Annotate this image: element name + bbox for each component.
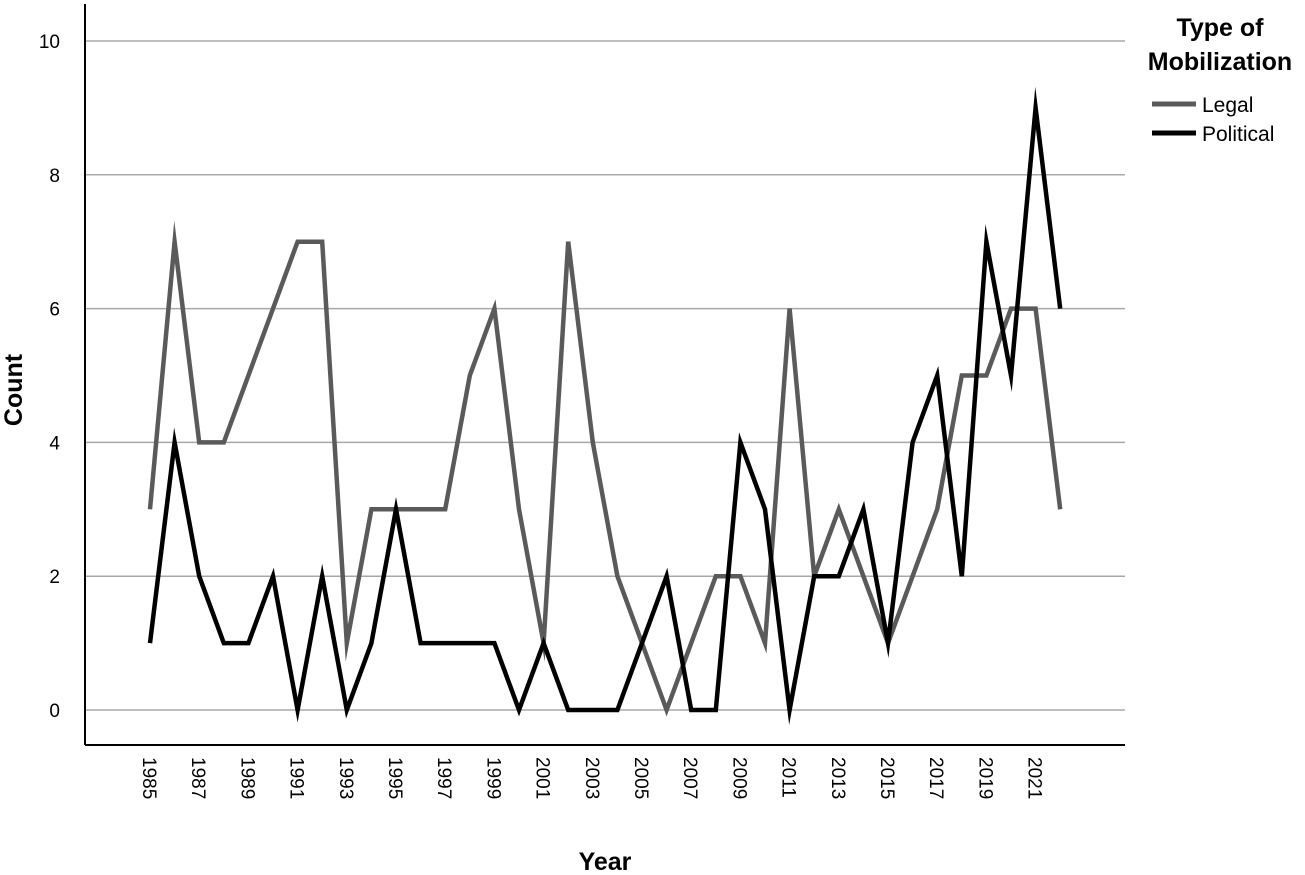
axes bbox=[84, 4, 1125, 746]
x-tick-label-2013: 2013 bbox=[827, 757, 848, 799]
x-tick-label-1989: 1989 bbox=[236, 757, 257, 799]
series-lines bbox=[147, 86, 1063, 725]
gridlines bbox=[85, 40, 1125, 711]
legend: Type of Mobilization Legal Political bbox=[1148, 14, 1292, 146]
series-line-legal bbox=[147, 220, 1063, 717]
x-tick-label-1991: 1991 bbox=[286, 757, 307, 799]
legend-items: Legal Political bbox=[1152, 94, 1274, 146]
x-tick-label-1993: 1993 bbox=[335, 757, 356, 799]
x-tick-label-2017: 2017 bbox=[925, 757, 946, 799]
x-tick-label-2005: 2005 bbox=[630, 757, 651, 799]
y-tick-label-6: 6 bbox=[49, 300, 60, 321]
series-line-political bbox=[147, 86, 1063, 725]
x-tick-label-2015: 2015 bbox=[876, 757, 897, 799]
x-tick-label-2007: 2007 bbox=[679, 757, 700, 799]
x-tick-label-1987: 1987 bbox=[187, 757, 208, 799]
legend-title-line-1: Type of bbox=[1176, 14, 1264, 42]
x-tick-label-2019: 2019 bbox=[974, 757, 995, 799]
x-tick-labels: 1985 1987 1989 1991 1993 1995 1997 1999 2001 2003… bbox=[138, 757, 1045, 799]
legend-title-line-2: Mobilization bbox=[1148, 48, 1292, 76]
legend-label-political: Political bbox=[1202, 123, 1274, 146]
y-tick-label-2: 2 bbox=[49, 567, 60, 588]
x-tick-label-2009: 2009 bbox=[728, 757, 749, 799]
legend-label-legal: Legal bbox=[1202, 94, 1253, 117]
x-tick-label-1997: 1997 bbox=[433, 757, 454, 799]
x-tick-label-2003: 2003 bbox=[581, 757, 602, 799]
y-tick-label-0: 0 bbox=[49, 701, 60, 722]
x-tick-label-1999: 1999 bbox=[482, 757, 503, 799]
y-tick-label-8: 8 bbox=[49, 166, 60, 187]
x-tick-label-1995: 1995 bbox=[384, 757, 405, 799]
y-axis-title: Count bbox=[0, 353, 28, 426]
x-tick-label-2021: 2021 bbox=[1024, 757, 1045, 799]
y-tick-label-4: 4 bbox=[49, 433, 60, 454]
x-tick-label-2011: 2011 bbox=[778, 757, 799, 798]
y-tick-labels: 0 2 4 6 8 10 bbox=[39, 32, 61, 722]
y-tick-label-10: 10 bbox=[39, 32, 60, 53]
x-tick-label-1985: 1985 bbox=[138, 757, 159, 799]
x-axis-title: Year bbox=[579, 848, 632, 875]
x-tick-label-2001: 2001 bbox=[532, 757, 553, 799]
